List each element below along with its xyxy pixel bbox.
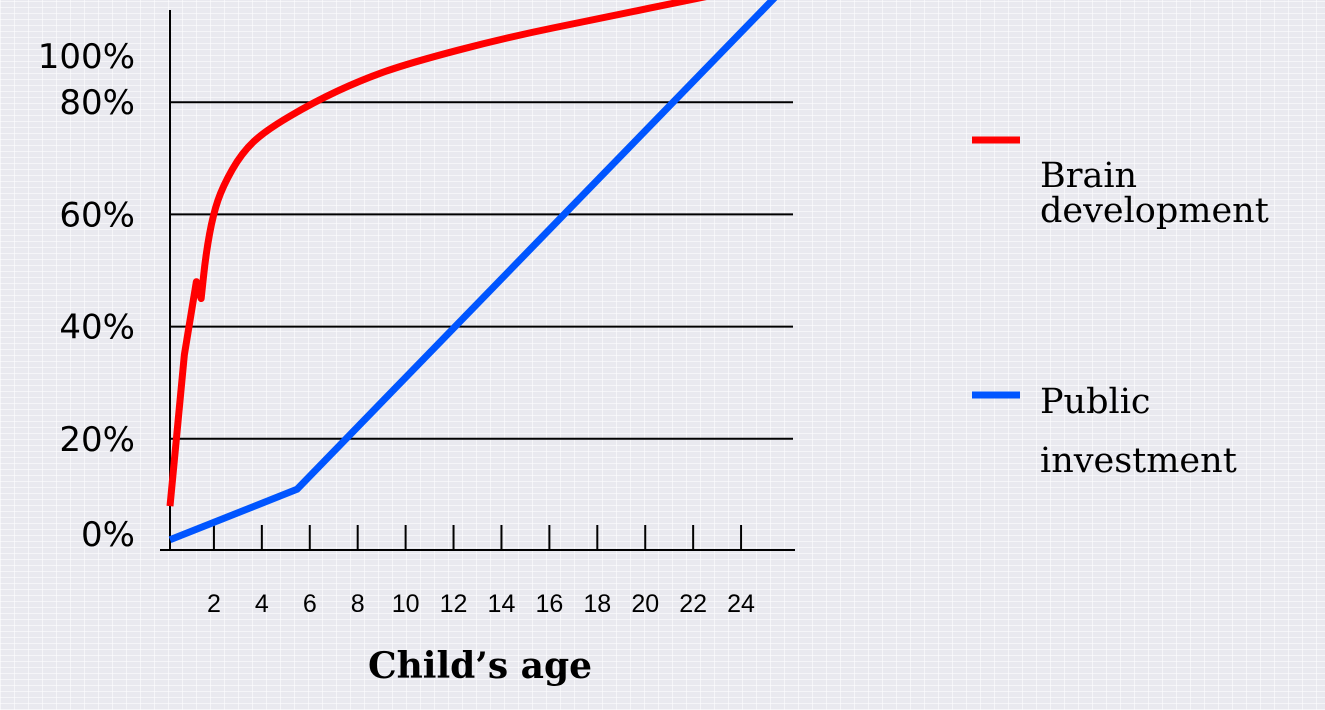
x-tick-label-4: 4 (255, 590, 269, 618)
x-tick-label-24: 24 (727, 590, 755, 618)
series-lines (166, 0, 778, 544)
x-tick-label-14: 14 (488, 590, 516, 618)
gridlines (170, 101, 793, 440)
x-tick-label-16: 16 (535, 590, 563, 618)
x-tick-label-10: 10 (392, 590, 420, 618)
y-tick-label-20: 20% (59, 420, 135, 460)
y-tick-label-0: 0% (81, 515, 135, 555)
series-line-public-investment (168, 0, 778, 544)
legend-item-public-investment: Public investment (972, 382, 1237, 481)
x-axis-title: Child’s age (368, 645, 592, 687)
x-ticks: 2 4 6 8 10 12 14 16 18 20 22 24 (207, 525, 755, 618)
y-tick-labels: 0% 20% 40% 60% 80% 100% (38, 37, 135, 555)
legend: Brain development Public investment (972, 136, 1269, 481)
y-tick-label-60: 60% (59, 195, 135, 235)
x-tick-label-22: 22 (679, 590, 707, 618)
x-tick-label-20: 20 (631, 590, 659, 618)
series-line-brain-development (166, 0, 707, 507)
legend-label-brain-line1: Brain (1040, 156, 1137, 196)
y-tick-label-40: 40% (59, 308, 135, 348)
x-tick-label-2: 2 (207, 590, 221, 618)
legend-label-public-line1: Public (1040, 382, 1151, 422)
x-tick-label-12: 12 (440, 590, 468, 618)
y-tick-label-80: 80% (59, 83, 135, 123)
legend-label-brain-line2: development (1040, 191, 1269, 231)
x-tick-label-8: 8 (351, 590, 365, 618)
y-tick-label-100: 100% (38, 37, 135, 77)
legend-label-public-line2: investment (1040, 441, 1237, 481)
x-tick-label-6: 6 (303, 590, 317, 618)
legend-item-brain-development: Brain development (972, 136, 1269, 231)
x-tick-label-18: 18 (583, 590, 611, 618)
